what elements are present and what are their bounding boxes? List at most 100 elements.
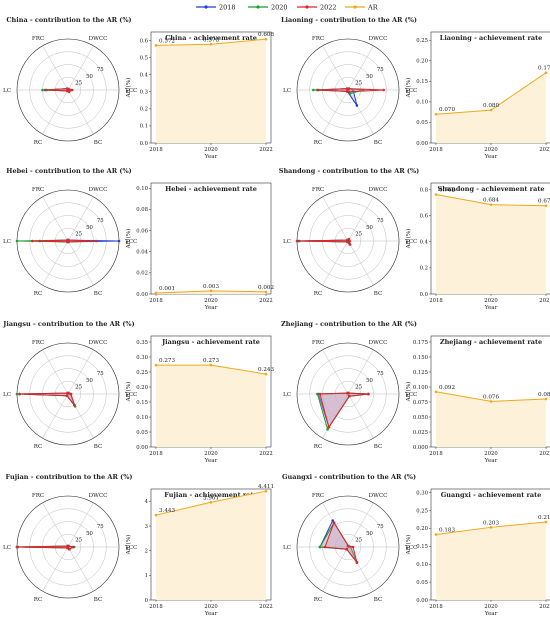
radar-chart: Shandong - contribution to the AR (%)025… bbox=[279, 167, 419, 297]
axis-label-bc: BC bbox=[374, 140, 383, 146]
series-point bbox=[355, 104, 359, 107]
chart-title: Jiangsu - contribution to the AR (%) bbox=[2, 320, 134, 328]
series-point bbox=[66, 391, 69, 395]
y-tick-label: 0.25 bbox=[416, 508, 428, 514]
data-label: 0.070 bbox=[439, 107, 455, 113]
axis-label-lc: LC bbox=[3, 392, 11, 398]
spoke bbox=[42, 196, 69, 242]
y-tick-label: 0.4 bbox=[420, 240, 429, 246]
series-point bbox=[367, 392, 370, 396]
series-point bbox=[346, 391, 349, 395]
area-panel-guangxi-ar: Guangxi - achievement rate 0.00 0.05 0.10 0.… bbox=[405, 471, 550, 619]
spoke bbox=[347, 546, 374, 592]
radar-panel-shandong: Shandong - contribution to the AR (%)025… bbox=[279, 165, 420, 313]
spoke bbox=[67, 45, 94, 91]
y-axis-label: AR (%) bbox=[125, 535, 132, 556]
radar-chart: China - contribution to the AR (%)025507… bbox=[3, 16, 137, 146]
axis-label-frc: FRC bbox=[312, 36, 324, 42]
axis-label-tcc: TCC bbox=[405, 392, 417, 398]
y-tick-label: 0.10 bbox=[416, 100, 428, 106]
chart-title: Zhejiang - achievement rate bbox=[440, 338, 542, 346]
axis-label-tcc: TCC bbox=[125, 88, 137, 94]
ar-point bbox=[264, 372, 268, 376]
x-tick-label: 2020 bbox=[484, 147, 498, 153]
axis-label-dwcc: DWCC bbox=[89, 187, 108, 193]
y-tick-label: 3 bbox=[145, 524, 148, 530]
ring-label: 75 bbox=[97, 218, 104, 224]
data-label: 0.273 bbox=[203, 358, 219, 364]
y-tick-label: 0.25 bbox=[416, 38, 428, 44]
ring-label: 75 bbox=[377, 371, 384, 377]
series-point bbox=[66, 544, 69, 548]
x-tick-label: 2022 bbox=[259, 298, 272, 304]
radar-chart: Liaoning - contribution to the AR (%)025… bbox=[281, 16, 417, 146]
axis-label-lc: LC bbox=[3, 88, 11, 94]
series-2022 bbox=[323, 521, 359, 564]
series-polygon bbox=[319, 392, 369, 429]
legend-marker bbox=[204, 5, 208, 9]
x-axis-label: Year bbox=[204, 305, 218, 311]
y-tick-label: 0.0 bbox=[420, 292, 429, 298]
ring-label: 25 bbox=[355, 232, 362, 238]
series-point bbox=[323, 545, 327, 549]
axis-label-dwcc: DWCC bbox=[369, 340, 388, 346]
x-tick-label: 2018 bbox=[149, 298, 163, 304]
series-point bbox=[66, 89, 69, 93]
spoke bbox=[322, 393, 349, 439]
area-panel-china-ar: China - achievement rate 0.0 0.1 0.2 0.3 0.4 0… bbox=[125, 14, 275, 162]
series-polygon bbox=[296, 238, 351, 246]
series-2022 bbox=[31, 238, 98, 244]
spoke bbox=[67, 196, 94, 242]
series-point bbox=[94, 239, 98, 243]
chart-title: Guangxi - contribution to the AR (%) bbox=[282, 473, 416, 481]
axis-label-frc: FRC bbox=[32, 36, 44, 42]
legend-item-ar: AR bbox=[345, 3, 379, 11]
axis-label-tcc: TCC bbox=[125, 239, 137, 245]
y-tick-label: 0.05 bbox=[136, 430, 148, 436]
ar-point bbox=[209, 500, 213, 504]
chart-title: China - contribution to the AR (%) bbox=[6, 16, 131, 24]
y-tick-label: 0.20 bbox=[416, 526, 428, 532]
y-tick-label: 0.050 bbox=[413, 415, 429, 421]
data-label: 0.608 bbox=[258, 32, 274, 38]
ring-label: 25 bbox=[75, 538, 82, 544]
axis-label-bc: BC bbox=[94, 291, 103, 297]
data-label: 0.076 bbox=[483, 394, 499, 400]
series-2022 bbox=[295, 237, 352, 246]
y-axis-label: AR (%) bbox=[125, 78, 132, 99]
ar-point bbox=[264, 290, 268, 294]
y-tick-label: 0.10 bbox=[136, 186, 148, 192]
ring-label: 25 bbox=[355, 385, 362, 391]
series-point bbox=[318, 392, 322, 396]
axis-label-lc: LC bbox=[283, 239, 291, 245]
radar-panel-guangxi: Guangxi - contribution to the AR (%) 0 25 5… bbox=[280, 471, 420, 619]
ar-point bbox=[489, 203, 493, 206]
axis-label-bc: BC bbox=[374, 291, 383, 297]
ring-label: 0 bbox=[66, 391, 70, 397]
spoke bbox=[347, 45, 374, 91]
y-tick-label: 0.10 bbox=[416, 562, 428, 568]
area-fill bbox=[156, 491, 266, 600]
axis-label-tcc: TCC bbox=[125, 545, 137, 551]
axis-label-rc: RC bbox=[314, 140, 323, 146]
axis-label-dwcc: DWCC bbox=[369, 36, 388, 42]
ar-point bbox=[544, 397, 548, 401]
chart-title: Zhejiang - contribution to the AR (%) bbox=[281, 320, 417, 328]
ar-point bbox=[154, 44, 158, 47]
series-point bbox=[69, 392, 73, 396]
radar-panel-hebei: Hebei - contribution to the AR (%)025507… bbox=[0, 165, 140, 313]
x-axis-label: Year bbox=[204, 611, 218, 617]
ring-label: 0 bbox=[346, 391, 350, 397]
series-point bbox=[41, 88, 44, 92]
axis-label-tcc: TCC bbox=[405, 545, 417, 551]
y-tick-label: 0.08 bbox=[136, 207, 148, 213]
chart-title: Fujian - achievement rate bbox=[164, 491, 257, 499]
data-label: 0.080 bbox=[483, 103, 499, 109]
x-tick-label: 2020 bbox=[484, 604, 498, 610]
ring-label: 75 bbox=[97, 371, 104, 377]
axis-label-dwcc: DWCC bbox=[89, 340, 108, 346]
ring-label: 50 bbox=[366, 378, 373, 384]
y-tick-label: 0.5 bbox=[140, 55, 148, 61]
chart-title: China - achievement rate bbox=[165, 34, 257, 42]
x-tick-label: 2022 bbox=[539, 147, 550, 153]
